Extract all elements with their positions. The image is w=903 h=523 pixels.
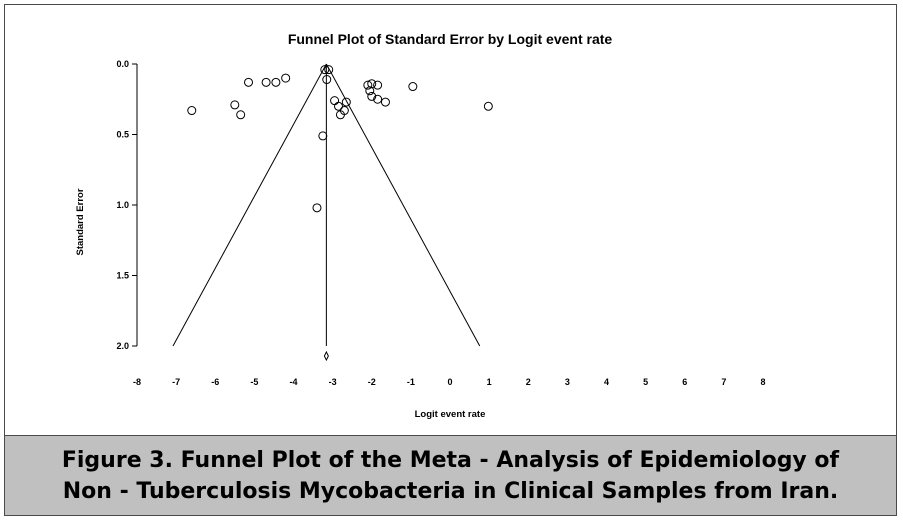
x-tick-label: 2 — [526, 377, 531, 387]
summary-diamond — [323, 350, 329, 362]
x-tick-group: -8 -7 -6 -5 -4 -3 -2 -1 0 1 2 3 4 5 6 7 8 — [133, 377, 766, 387]
x-tick-label: -7 — [172, 377, 180, 387]
x-tick-label: 8 — [760, 377, 765, 387]
y-tick-group: 0.0 0.5 1.0 1.5 2.0 — [116, 59, 137, 351]
funnel-right-line — [325, 63, 481, 347]
study-point — [244, 77, 254, 87]
x-tick-label: 3 — [565, 377, 570, 387]
x-axis-label: Logit event rate — [415, 409, 486, 420]
study-point — [333, 101, 343, 111]
study-point — [373, 80, 383, 90]
x-tick-label: -4 — [289, 377, 297, 387]
y-tick-label: 1.0 — [116, 200, 129, 210]
study-point — [373, 94, 383, 104]
study-point — [408, 82, 418, 92]
study-point — [281, 73, 291, 83]
funnel-left-line — [172, 63, 327, 347]
funnel-lines — [172, 63, 481, 347]
study-point — [322, 75, 332, 85]
x-tick-label: -8 — [133, 377, 141, 387]
study-point — [230, 100, 240, 110]
study-point — [380, 97, 390, 107]
x-tick-label: -3 — [329, 377, 337, 387]
x-tick-label: -1 — [407, 377, 415, 387]
study-point — [339, 106, 349, 116]
y-tick-label: 0.5 — [116, 130, 129, 140]
x-tick-label: 7 — [721, 377, 726, 387]
study-points — [187, 65, 493, 213]
y-axis-label: Standard Error — [75, 188, 86, 255]
study-point — [341, 97, 351, 107]
funnel-plot: Funnel Plot of Standard Error by Logit e… — [75, 31, 766, 420]
study-point — [367, 79, 377, 89]
x-tick-label: -2 — [368, 377, 376, 387]
study-point — [363, 80, 373, 90]
study-point — [483, 101, 493, 111]
figure-caption: Figure 3. Funnel Plot of the Meta - Anal… — [61, 447, 840, 504]
study-point — [261, 77, 271, 87]
x-tick-label: -5 — [250, 377, 258, 387]
x-tick-label: 5 — [643, 377, 648, 387]
study-point — [330, 96, 340, 106]
figure-frame — [4, 4, 897, 516]
x-tick-label: 4 — [604, 377, 609, 387]
study-point — [312, 203, 322, 213]
study-point — [318, 131, 328, 141]
y-tick-label: 2.0 — [116, 341, 129, 351]
study-point — [365, 86, 375, 96]
x-tick-label: 6 — [682, 377, 687, 387]
study-point — [187, 106, 197, 116]
x-tick-label: -6 — [211, 377, 219, 387]
study-point — [367, 91, 377, 101]
caption-box: Figure 3. Funnel Plot of the Meta - Anal… — [5, 435, 896, 515]
study-point — [236, 110, 246, 120]
x-tick-label: 1 — [487, 377, 492, 387]
study-point — [320, 65, 330, 75]
summary-marker-group — [323, 350, 329, 362]
study-point — [271, 77, 281, 87]
chart-title: Funnel Plot of Standard Error by Logit e… — [288, 31, 613, 47]
y-tick-label: 0.0 — [116, 59, 129, 69]
y-tick-label: 1.5 — [116, 271, 129, 281]
study-point — [324, 65, 334, 75]
x-tick-label: 0 — [447, 377, 452, 387]
